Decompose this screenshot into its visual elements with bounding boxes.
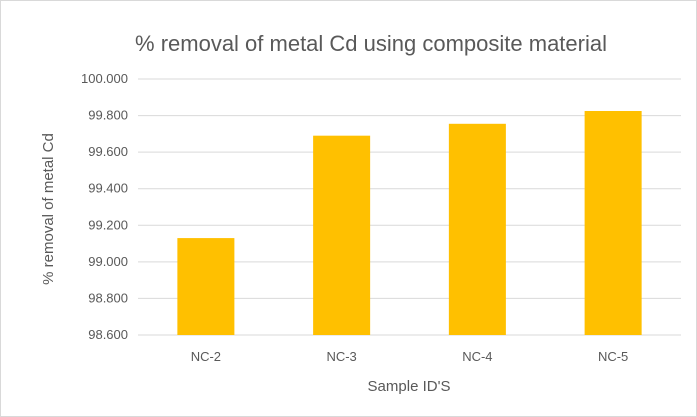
y-tick-label: 100.000	[81, 71, 128, 86]
x-axis-tick-labels: NC-2 NC-3 NC-4 NC-5	[191, 349, 629, 364]
y-tick-label: 99.600	[88, 144, 128, 159]
x-tick-label: NC-3	[326, 349, 356, 364]
y-axis-tick-labels: 98.600 98.800 99.000 99.200 99.400 99.600 99.8…	[81, 71, 128, 342]
bar-nc-3	[313, 135, 371, 335]
y-tick-label: 99.200	[88, 217, 128, 232]
x-tick-label: NC-5	[598, 349, 628, 364]
bar-nc-5	[584, 111, 642, 335]
x-axis-title: Sample ID'S	[368, 378, 451, 395]
bars	[177, 111, 642, 335]
chart-title: % removal of metal Cd using composite ma…	[135, 31, 607, 56]
y-tick-label: 98.600	[88, 327, 128, 342]
x-tick-label: NC-2	[191, 349, 221, 364]
y-tick-label: 99.800	[88, 108, 128, 123]
y-tick-label: 98.800	[88, 290, 128, 305]
y-tick-label: 99.000	[88, 254, 128, 269]
bar-nc-4	[448, 123, 506, 335]
y-axis-title: % removal of metal Cd	[40, 133, 57, 285]
y-tick-label: 99.400	[88, 181, 128, 196]
bar-nc-2	[177, 238, 235, 335]
x-tick-label: NC-4	[462, 349, 492, 364]
